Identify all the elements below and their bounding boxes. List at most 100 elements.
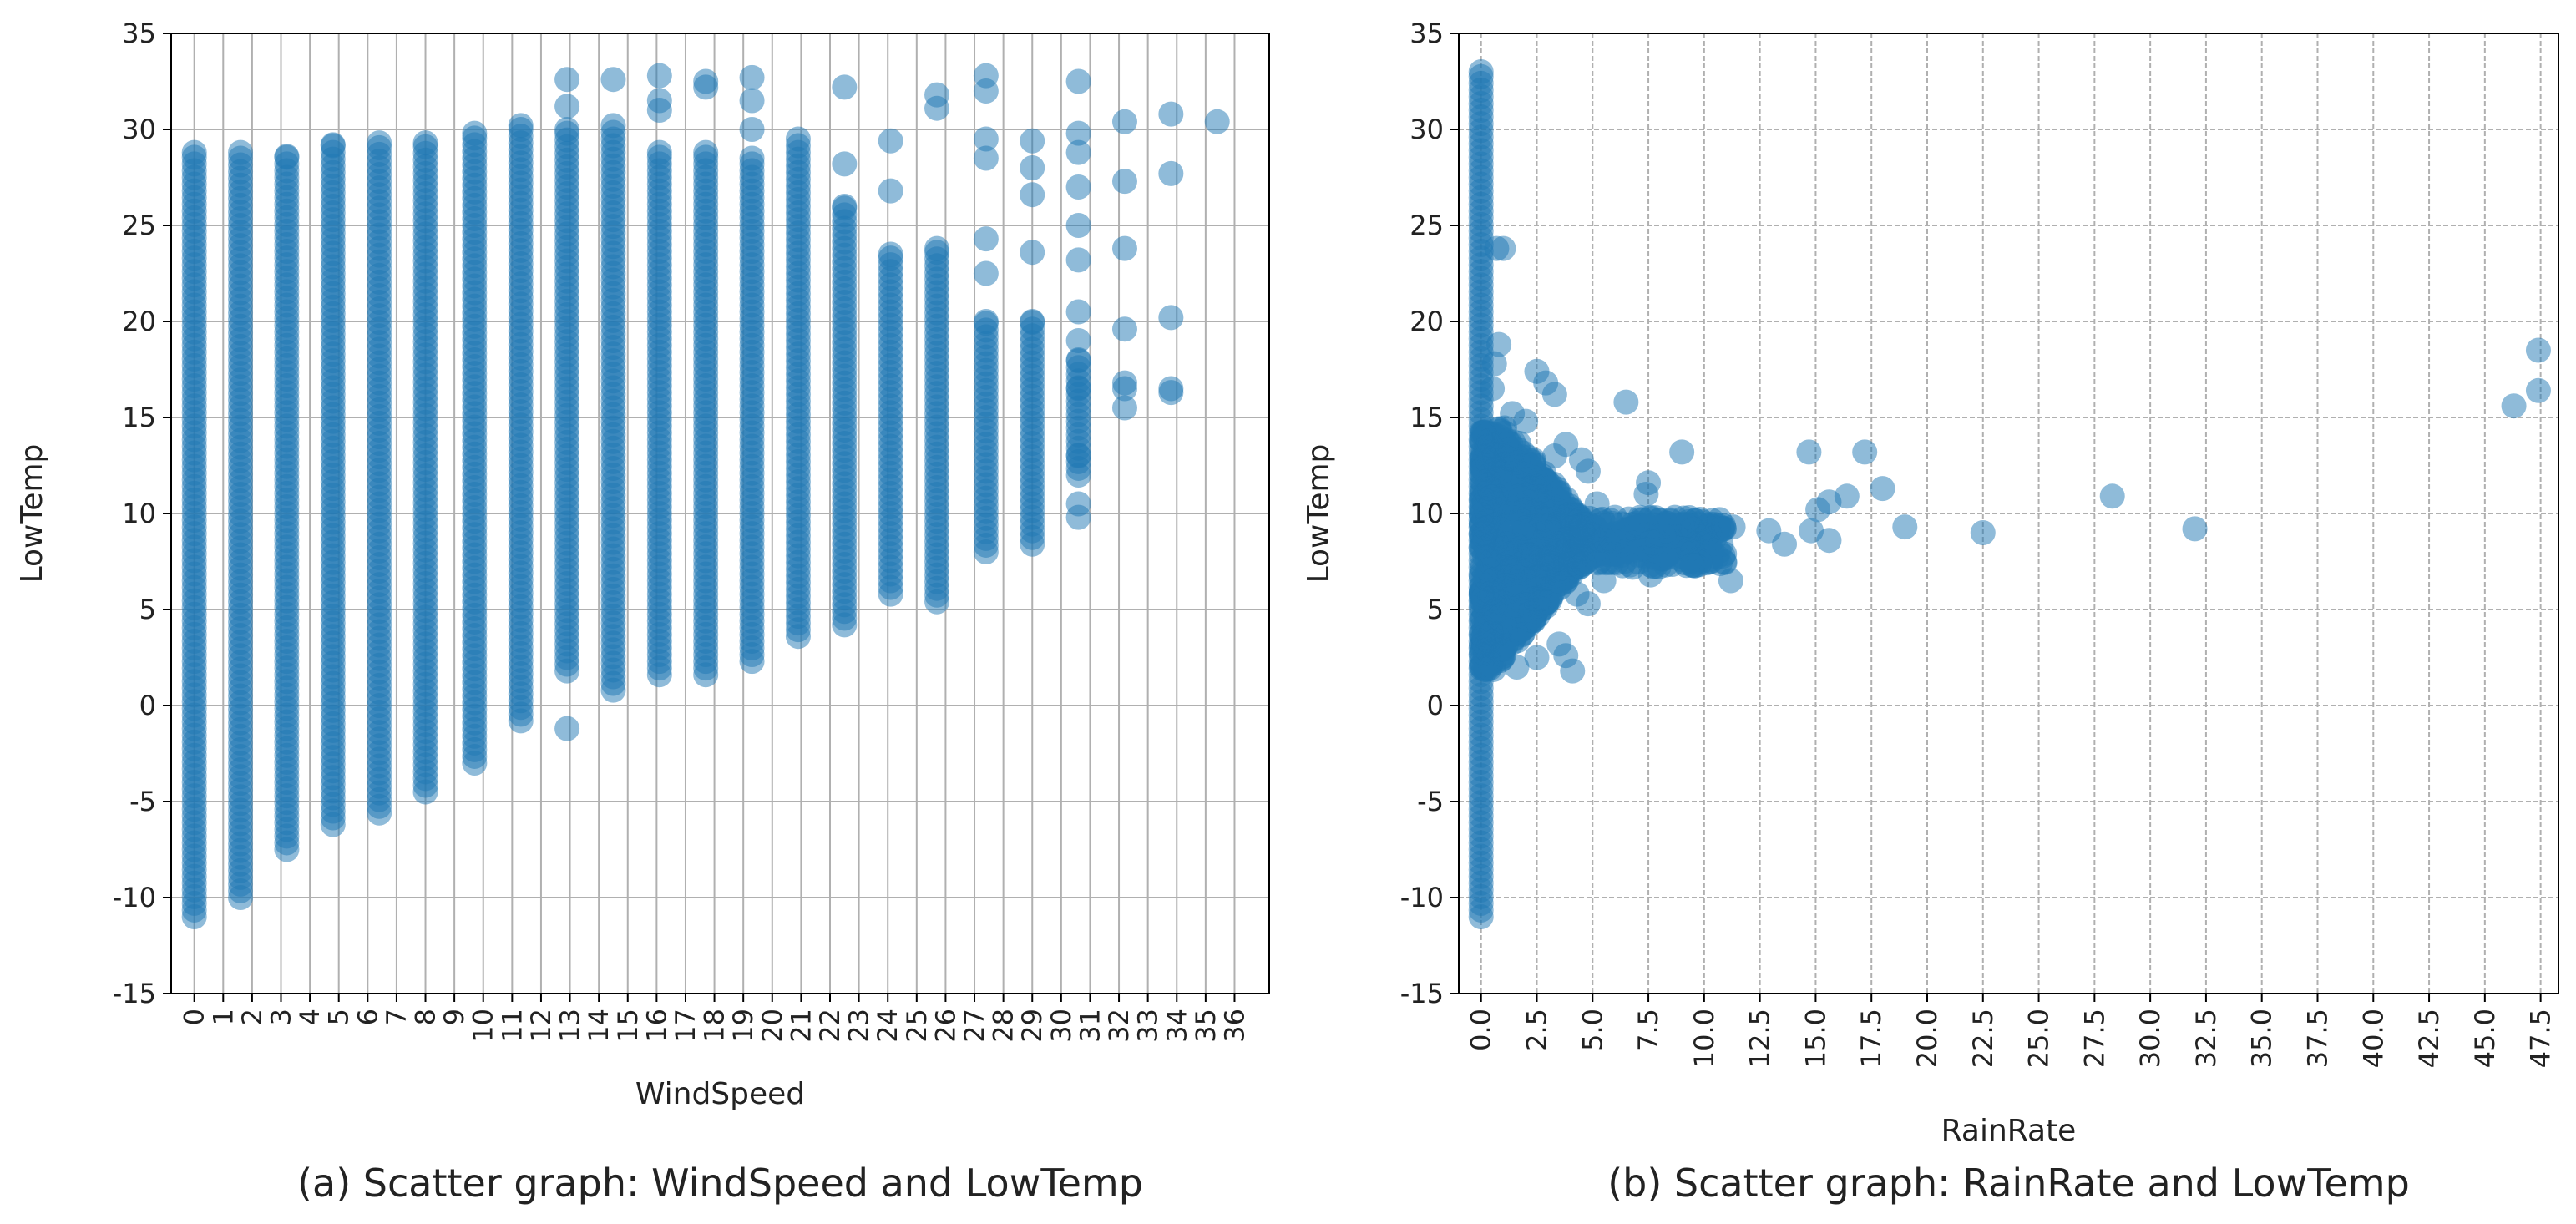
scatter-point [1541, 443, 1567, 468]
scatter-point [1653, 543, 1679, 569]
x-tick-label: 35.0 [2246, 1009, 2278, 1068]
x-tick-label: 28 [988, 1009, 1020, 1043]
scatter-point [1020, 155, 1045, 180]
y-tick-label: 30 [122, 114, 156, 145]
scatter-point [1512, 518, 1538, 544]
scatter-point [1158, 305, 1184, 331]
scatter-point [1718, 568, 1743, 594]
scatter-point [1516, 489, 1542, 515]
scatter-point [1065, 120, 1091, 146]
scatter-point [1505, 449, 1531, 475]
y-tick-label: 20 [1409, 306, 1444, 337]
scatter-point [1596, 537, 1622, 563]
x-tick-label: 29 [1016, 1009, 1048, 1043]
y-tick-label: -10 [113, 882, 156, 913]
scatter-point [739, 88, 765, 114]
scatter-point [1480, 376, 1506, 402]
x-axis-ticks: 0123456789101112131415161718192021222324… [179, 994, 1250, 1043]
scatter-point [924, 235, 950, 261]
x-tick-label: 24 [872, 1009, 903, 1043]
scatter-point [554, 716, 580, 741]
x-tick-label: 13 [554, 1009, 586, 1043]
scatter-point [693, 74, 719, 100]
y-tick-label: 15 [122, 402, 156, 433]
x-tick-label: 21 [785, 1009, 817, 1043]
y-axis-ticks: -15 -10 -5 0 5 10 15 20 25 30 35 [1400, 18, 1459, 1009]
x-tick-label: 19 [727, 1009, 759, 1043]
y-tick-label: 5 [1427, 594, 1444, 625]
scatter-point [1470, 529, 1496, 555]
scatter-point [2501, 393, 2527, 419]
scatter-point [1020, 182, 1045, 208]
x-tick-label: 37.5 [2301, 1009, 2333, 1068]
scatter-point [1569, 514, 1595, 540]
scatter-point [1065, 247, 1091, 273]
scatter-point [1111, 235, 1137, 261]
scatter-point [1624, 510, 1650, 536]
y-tick-label: 10 [122, 498, 156, 529]
scatter-point [1158, 101, 1184, 127]
scatter-point [2525, 377, 2551, 403]
x-tick-label: 33 [1132, 1009, 1164, 1043]
scatter-point [1584, 491, 1610, 517]
scatter-point [1564, 581, 1590, 607]
y-tick-label: 25 [1409, 210, 1444, 241]
scatter-point [1065, 347, 1091, 372]
x-tick-label: 7.5 [1632, 1009, 1664, 1051]
x-tick-label: 2.5 [1521, 1009, 1552, 1051]
x-axis-label: WindSpeed [635, 1077, 805, 1111]
scatter-point [600, 67, 626, 93]
scatter-point [1111, 376, 1137, 402]
scatter-point [1571, 551, 1597, 577]
x-tick-label: 30.0 [2134, 1009, 2166, 1068]
scatter-point [973, 126, 999, 152]
scatter-point [832, 194, 858, 219]
scatter-point [739, 64, 765, 90]
scatter-point [1870, 476, 1895, 502]
scatter-point [646, 98, 672, 123]
scatter-point [1669, 439, 1695, 465]
scatter-point [2099, 483, 2125, 509]
scatter-point [554, 94, 580, 119]
scatter-point [1065, 299, 1091, 325]
x-tick-label: 22 [814, 1009, 846, 1043]
x-tick-label: 36 [1218, 1009, 1250, 1043]
scatter-point [1111, 109, 1137, 134]
y-tick-label: -15 [113, 978, 156, 1009]
x-tick-label: 7 [381, 1009, 412, 1025]
scatter-point [1065, 443, 1091, 468]
scatter-point [1111, 316, 1137, 342]
scatter-point [1532, 468, 1558, 494]
scatter-point [832, 74, 858, 100]
x-tick-label: 9 [438, 1009, 470, 1025]
y-tick-label: -15 [1400, 978, 1444, 1009]
y-axis-label: LowTemp [15, 444, 49, 584]
x-tick-label: 34 [1161, 1009, 1192, 1043]
x-tick-label: 15 [612, 1009, 644, 1043]
x-tick-label: 11 [496, 1009, 528, 1043]
scatter-point [832, 151, 858, 177]
scatter-point [1065, 376, 1091, 402]
scatter-point [1591, 568, 1617, 594]
scatter-point [1486, 331, 1512, 357]
x-tick-label: 26 [929, 1009, 961, 1043]
scatter-point [1468, 502, 1494, 528]
scatter-point [1620, 554, 1646, 580]
panel-caption: (b) Scatter graph: RainRate and LowTemp [1607, 1161, 2410, 1206]
scatter-point [412, 130, 438, 156]
x-tick-label: 1 [207, 1009, 239, 1025]
scatter-point [1516, 542, 1541, 568]
scatter-point [600, 113, 626, 139]
y-tick-label: 15 [1409, 402, 1444, 433]
scatter-point [1479, 580, 1505, 606]
scatter-point [1504, 569, 1530, 595]
scatter-point [1546, 631, 1572, 657]
scatter-point [1468, 59, 1494, 84]
x-tick-label: 0.0 [1465, 1009, 1497, 1051]
scatter-point [1816, 528, 1842, 554]
scatter-point [2525, 337, 2551, 363]
scatter-point [1065, 328, 1091, 353]
grid-lines [1459, 33, 2558, 994]
scatter-point [973, 226, 999, 252]
